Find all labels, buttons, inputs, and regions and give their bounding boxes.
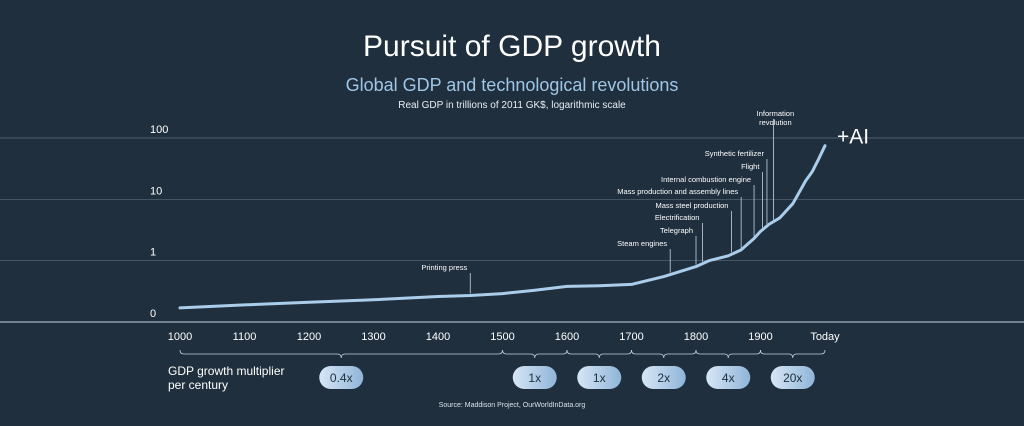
annotation-label: Steam engines [617, 239, 667, 248]
multiplier-pill [706, 366, 751, 389]
x-tick-label: Today [810, 331, 840, 343]
multiplier-bracket [566, 349, 632, 359]
multiplier-pill [512, 366, 557, 389]
multiplier-label-line1: GDP growth multiplier [168, 364, 285, 378]
annotation-label: Electrification [655, 213, 700, 222]
multiplier-pill [577, 366, 622, 389]
x-tick-label: 1700 [619, 331, 643, 343]
multiplier-section-label: GDP growth multiplier per century [168, 364, 318, 392]
x-tick-label: 1600 [555, 331, 579, 343]
annotation-label: revolution [759, 118, 792, 127]
multiplier-pill [770, 366, 815, 389]
x-tick-label: 1000 [168, 331, 192, 343]
x-tick-label: 1500 [490, 331, 514, 343]
multiplier-pill-label: 1x [528, 371, 541, 385]
multiplier-pill [319, 366, 364, 389]
multiplier-bracket [695, 349, 761, 359]
multiplier-bracket [502, 349, 568, 359]
annotation-label: Telegraph [660, 226, 693, 235]
annotation-label: Printing press [421, 263, 467, 272]
multiplier-pill-label: 20x [783, 371, 802, 385]
multiplier-pill-label: 0.4x [330, 371, 353, 385]
multiplier-pill-label: 1x [593, 371, 606, 385]
y-axis-description: Real GDP in trillions of 2011 GK$, logar… [398, 100, 626, 111]
annotation-label: Mass production and assembly lines [617, 187, 738, 196]
x-tick-label: 1900 [748, 331, 772, 343]
x-tick-label: 1800 [684, 331, 708, 343]
multiplier-pill-label: 4x [722, 371, 735, 385]
gdp-series-line [178, 144, 827, 310]
x-tick-label: 1100 [233, 331, 257, 343]
multiplier-bracket [760, 349, 826, 359]
chart-subtitle: Global GDP and technological revolutions [345, 75, 679, 95]
annotation-label: Flight [741, 162, 760, 171]
multiplier-bracket [631, 349, 697, 359]
y-tick-label: 0 [150, 308, 156, 320]
annotation-label: Internal combustion engine [661, 175, 751, 184]
annotation-label: Mass steel production [656, 201, 729, 210]
x-tick-label: 1200 [297, 331, 321, 343]
chart-title: Pursuit of GDP growth [363, 30, 661, 63]
multiplier-pill-label: 2x [657, 371, 670, 385]
annotation-label: Synthetic fertilizer [705, 149, 765, 158]
y-tick-label: 10 [150, 185, 162, 197]
multiplier-bracket [179, 349, 503, 359]
x-tick-label: 1400 [426, 331, 450, 343]
y-tick-label: 100 [150, 124, 168, 136]
y-tick-label: 1 [150, 247, 156, 259]
ai-end-label: +AI [837, 126, 869, 149]
multiplier-label-line2: per century [168, 378, 229, 392]
source-note: Source: Maddison Project, OurWorldInData… [438, 402, 586, 409]
x-tick-label: 1300 [361, 331, 385, 343]
annotation-label: Information [757, 109, 795, 118]
multiplier-pill [641, 366, 686, 389]
